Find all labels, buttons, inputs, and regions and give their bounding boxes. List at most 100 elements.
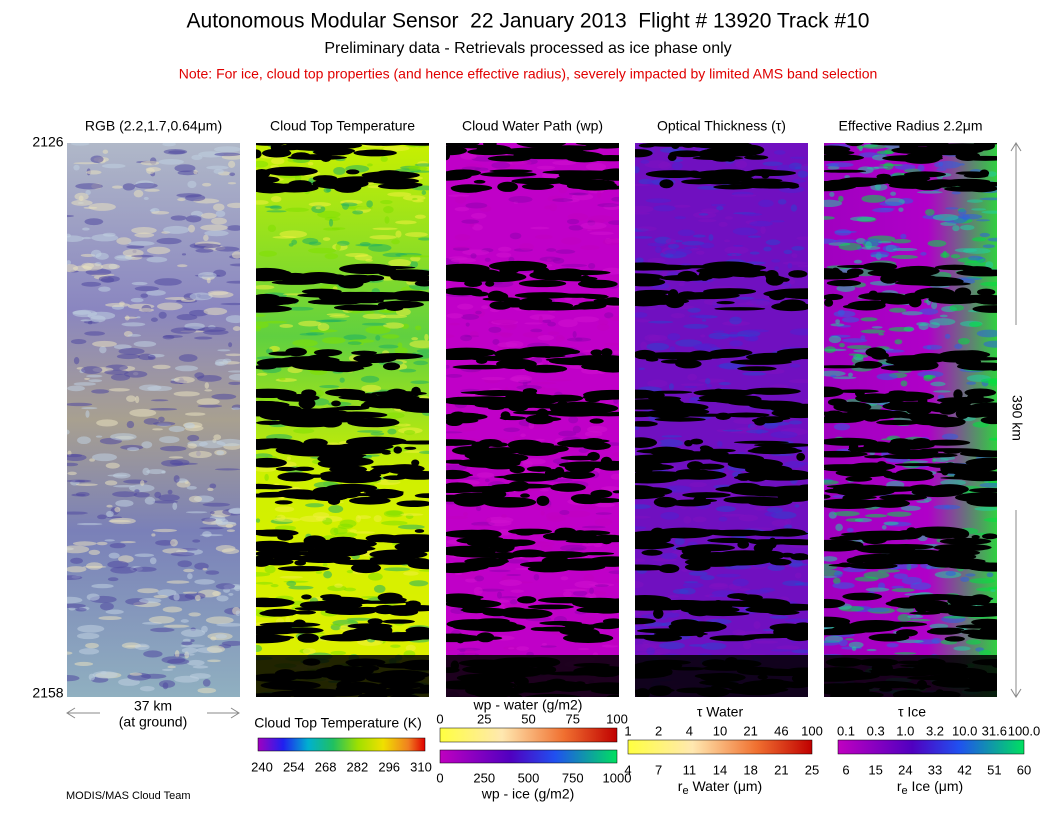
texture xyxy=(149,557,157,565)
texture xyxy=(403,571,419,576)
cloud-gap xyxy=(635,539,649,548)
texture xyxy=(861,246,881,250)
texture xyxy=(986,572,994,578)
texture xyxy=(950,254,961,259)
texture xyxy=(174,365,198,372)
cloud-gap xyxy=(966,607,997,611)
texture xyxy=(163,334,183,338)
texture xyxy=(279,230,308,239)
cloud-gap xyxy=(880,274,899,284)
texture xyxy=(891,255,919,260)
tick-label: 0 xyxy=(436,711,443,726)
texture xyxy=(535,234,553,240)
texture xyxy=(176,314,198,321)
cloud-gap xyxy=(852,530,916,538)
cloud-gap xyxy=(659,179,674,189)
texture xyxy=(562,510,591,518)
texture xyxy=(782,580,804,587)
texture xyxy=(146,256,168,263)
texture xyxy=(900,505,921,511)
texture xyxy=(542,319,552,324)
texture xyxy=(774,266,779,271)
texture xyxy=(753,621,761,630)
texture xyxy=(897,613,911,622)
texture xyxy=(922,344,943,350)
note: Note: For ice, cloud top properties (and… xyxy=(179,66,878,82)
texture xyxy=(357,430,383,433)
cloud-gap xyxy=(635,634,669,639)
texture xyxy=(836,284,856,292)
texture xyxy=(208,291,234,298)
texture xyxy=(770,649,794,652)
texture xyxy=(372,227,398,231)
texture xyxy=(108,552,120,559)
cloud-gap xyxy=(980,416,997,425)
texture xyxy=(264,565,276,574)
texture xyxy=(742,371,767,376)
texture xyxy=(688,571,708,576)
texture xyxy=(387,428,397,435)
texture xyxy=(888,326,914,332)
texture xyxy=(646,342,670,351)
texture xyxy=(552,458,569,465)
texture xyxy=(698,378,726,383)
texture xyxy=(197,404,223,408)
texture xyxy=(88,549,101,555)
cloud-gap xyxy=(338,395,403,401)
cloud-gap xyxy=(446,263,490,274)
texture xyxy=(916,500,930,503)
texture xyxy=(167,489,173,495)
cloud-gap xyxy=(699,445,711,451)
cloud-gap xyxy=(824,365,865,369)
cloud-gap xyxy=(526,466,552,472)
cloud-gap xyxy=(966,562,997,572)
texture xyxy=(330,623,346,626)
tick-label: 240 xyxy=(251,759,273,774)
texture xyxy=(349,529,357,533)
texture xyxy=(170,539,178,547)
texture xyxy=(92,671,118,679)
texture xyxy=(135,395,140,404)
texture xyxy=(608,220,619,225)
texture xyxy=(194,579,215,585)
cloud-gap xyxy=(553,467,565,478)
cloud-gap xyxy=(452,623,513,631)
texture xyxy=(178,354,198,362)
cloud-gap xyxy=(519,305,540,311)
cloud-gap xyxy=(956,362,997,371)
texture xyxy=(139,686,155,692)
cloud-gap xyxy=(844,143,865,147)
cloud-gap xyxy=(460,607,507,613)
texture xyxy=(789,156,805,159)
texture xyxy=(279,324,294,328)
texture xyxy=(658,161,672,170)
texture xyxy=(594,518,613,527)
texture xyxy=(541,642,548,646)
texture xyxy=(942,250,948,258)
texture xyxy=(173,376,195,384)
cloud-gap xyxy=(635,264,693,271)
cloud-gap xyxy=(964,388,997,397)
cloud-gap xyxy=(375,625,393,636)
texture xyxy=(204,389,213,392)
texture xyxy=(545,512,564,520)
panel-image xyxy=(824,143,997,697)
texture xyxy=(462,249,490,256)
texture xyxy=(104,369,129,375)
subtitle: Preliminary data - Retrievals processed … xyxy=(324,40,731,57)
texture xyxy=(974,506,997,511)
texture xyxy=(986,171,997,177)
rest: Ice (μm) xyxy=(908,778,964,794)
texture xyxy=(889,307,907,313)
texture xyxy=(866,607,890,613)
texture xyxy=(640,341,648,350)
cloud-gap xyxy=(557,177,571,185)
texture xyxy=(932,457,949,462)
texture xyxy=(343,334,367,341)
texture xyxy=(399,368,417,373)
cloud-gap xyxy=(686,461,704,471)
texture xyxy=(510,599,518,605)
texture xyxy=(865,587,890,592)
tick-label: 18 xyxy=(743,762,757,777)
texture xyxy=(381,334,400,339)
